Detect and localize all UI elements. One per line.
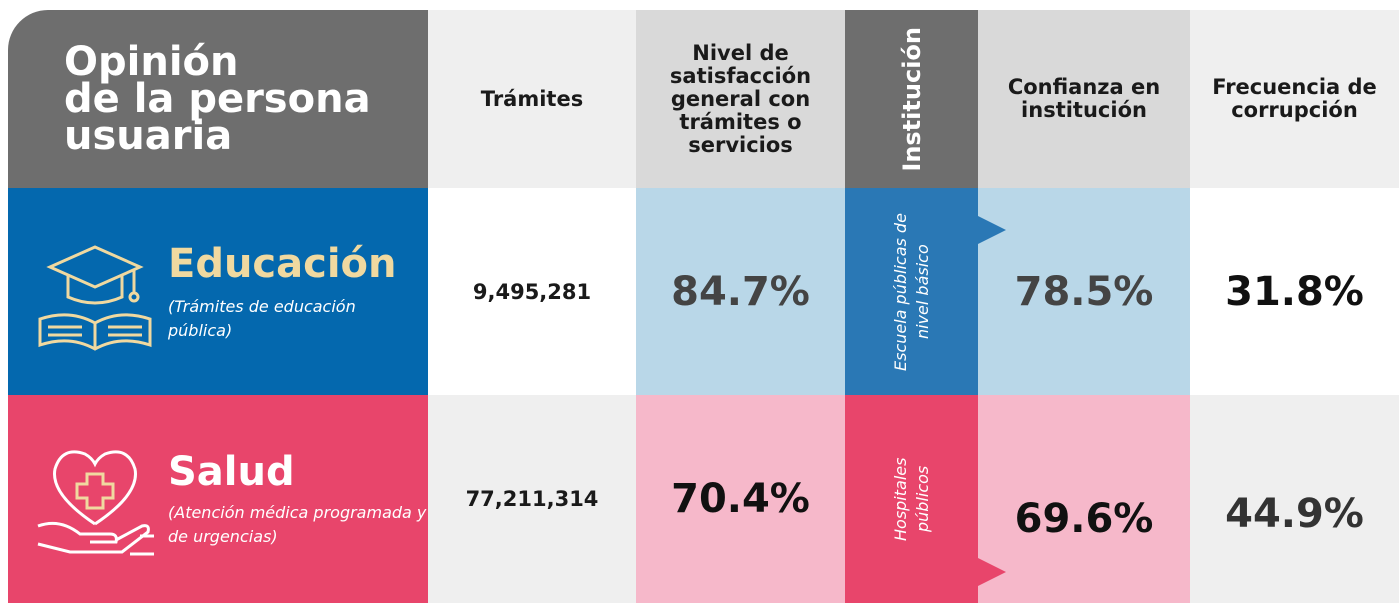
header-cell: Trámites — [428, 10, 636, 188]
tramites-cell: 9,495,281 — [428, 188, 636, 395]
satisfaction-cell: 84.7% — [636, 188, 845, 395]
sector-text: Educación (Trámites de educación pública… — [168, 241, 397, 343]
arrow — [978, 558, 1006, 586]
header-cell: Nivel de satisfacción general con trámit… — [636, 10, 845, 188]
header-cell: Frecuencia de corrupción — [1190, 10, 1399, 188]
sector-description: (Atención médica programada y de urgenci… — [168, 503, 427, 546]
sector-title: Educación — [168, 240, 397, 287]
title-line: usuaria — [64, 112, 233, 159]
confidence-cell: 69.6% — [978, 395, 1190, 603]
institution: Hospitales públicos — [890, 457, 932, 541]
corruption-cell: 44.9% — [1190, 395, 1399, 603]
confidence-cell: 78.5% — [978, 188, 1190, 395]
education-icon — [38, 244, 152, 351]
title: Opinión de la persona usuaria — [64, 38, 371, 159]
header-cell: Institución — [845, 10, 978, 188]
sector-cell: Educación (Trámites de educación pública… — [8, 188, 428, 395]
sector-description: (Trámites de educación pública) — [168, 296, 356, 340]
sector-title: Salud — [168, 449, 295, 495]
title-line: Opinión — [64, 38, 239, 85]
corruption-cell: 31.8% — [1190, 188, 1399, 395]
sector-cell: Salud (Atención médica programada y de u… — [8, 395, 428, 603]
sector-text: Salud (Atención médica programada y de u… — [168, 449, 428, 549]
tramites-cell: 77,211,314 — [428, 395, 636, 603]
header-vertical: Institución — [897, 26, 926, 172]
title-cell: Opinión de la persona usuaria — [8, 10, 428, 188]
title-line: de la persona — [64, 75, 371, 122]
institution-cell: Escuela públicas de nivel básico — [845, 188, 978, 395]
institution-cell: Hospitales públicos — [845, 395, 978, 603]
header-cell: Confianza en institución — [978, 10, 1190, 188]
institution: Escuela públicas de nivel básico — [890, 212, 932, 371]
health-icon — [37, 450, 154, 556]
satisfaction-cell: 70.4% — [636, 395, 845, 603]
arrow — [978, 216, 1006, 244]
